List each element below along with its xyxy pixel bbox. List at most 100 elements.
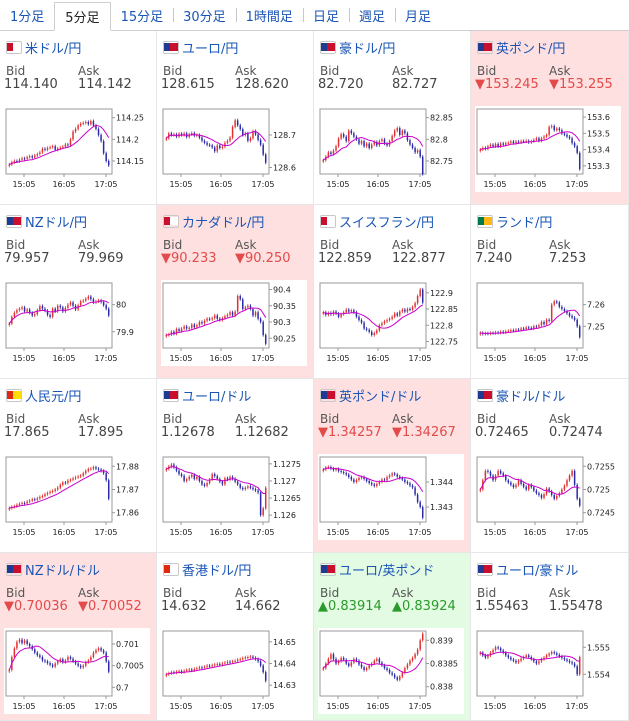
rate-panel[interactable]: 豪ドル/ドル Bid Ask 0.72465 0.72474 0.7255 0.725 0.7… xyxy=(471,379,629,553)
x-tick-label: 17:05 xyxy=(565,354,588,363)
tab-3[interactable]: 30分足 xyxy=(173,0,236,30)
y-tick-label: 0.701 xyxy=(116,640,139,649)
candle-body xyxy=(242,129,244,135)
candle-body xyxy=(535,490,538,494)
panel-title[interactable]: 豪ドル/ドル xyxy=(477,386,565,405)
rate-panel[interactable]: ユーロ/豪ドル Bid Ask 1.55463 1.55478 1.555 1.554 15:… xyxy=(471,553,629,721)
pair-name: ユーロ/英ポンド xyxy=(339,564,435,579)
rate-panel[interactable]: 香港ドル/円 Bid Ask 14.632 14.662 14.65 14.64 14.63 1… xyxy=(157,553,314,721)
candle-body xyxy=(515,141,517,144)
candle-body xyxy=(535,661,538,664)
rate-panel[interactable]: 英ポンド/円 Bid Ask ▼153.245 ▼153.255 153.6 153.5 15… xyxy=(471,31,629,205)
panel-title[interactable]: ユーロ/円 xyxy=(163,38,238,57)
ask-value: 82.727 xyxy=(392,77,438,92)
price-chart[interactable]: 1.555 1.554 15:05 16:05 17:05 xyxy=(475,628,621,714)
panel-title[interactable]: NZドル/円 xyxy=(6,212,87,231)
rate-panel[interactable]: スイスフラン/円 Bid Ask 122.859 122.877 122.9 122.85 1… xyxy=(314,205,471,379)
panel-title[interactable]: カナダドル/円 xyxy=(163,212,264,231)
panel-title[interactable]: ユーロ/英ポンド xyxy=(320,560,434,579)
rate-panel[interactable]: 米ドル/円 Bid Ask 114.140 114.142 114.25 114.2 114.… xyxy=(0,31,157,205)
candle-body xyxy=(414,487,416,495)
price-chart[interactable]: 17.88 17.87 17.86 15:05 16:05 17:05 xyxy=(4,454,150,540)
price-chart[interactable]: 153.6 153.5 153.4 153.3 15:05 16:05 17:05 xyxy=(475,106,621,192)
price-chart[interactable]: 90.4 90.35 90.3 90.25 15:05 16:05 17:05 xyxy=(161,280,307,366)
candle-body xyxy=(353,310,355,313)
candle-body xyxy=(67,657,69,661)
candle-body xyxy=(550,126,553,128)
rate-panel[interactable]: 豪ドル/円 Bid Ask 82.720 82.727 82.85 82.8 82.75 15:… xyxy=(314,31,471,205)
moving-average-line xyxy=(166,307,267,336)
price-chart[interactable]: 1.344 1.343 15:05 16:05 17:05 xyxy=(318,454,464,540)
rate-panel[interactable]: ユーロ/円 Bid Ask 128.615 128.620 128.7 128.6 15:05… xyxy=(157,31,314,205)
tab-4[interactable]: 1時間足 xyxy=(235,0,303,30)
moving-average-line xyxy=(323,304,423,329)
price-chart[interactable]: 1.1275 1.127 1.1265 1.126 15:05 16:05 17:05 xyxy=(161,454,307,540)
rate-panel[interactable]: 英ポンド/ドル Bid Ask ▼1.34257 ▼1.34267 1.344 1.343 1… xyxy=(314,379,471,553)
candle-body xyxy=(18,503,21,505)
y-tick-label: 114.2 xyxy=(116,135,139,144)
tab-0[interactable]: 1分足 xyxy=(10,9,45,25)
candle-body xyxy=(87,296,90,299)
candle-body xyxy=(337,138,340,147)
candle-body xyxy=(568,475,571,481)
x-tick-label: 15:05 xyxy=(326,528,349,537)
rate-panel[interactable]: カナダドル/円 Bid Ask ▼90.233 ▼90.250 90.4 90.35 90.3… xyxy=(157,205,314,379)
tab-5[interactable]: 日足 xyxy=(302,0,349,30)
tab-2[interactable]: 15分足 xyxy=(120,9,164,25)
price-chart[interactable]: 0.839 0.8385 0.838 15:05 16:05 17:05 xyxy=(318,628,464,714)
candle-body xyxy=(386,320,388,322)
candle-body xyxy=(242,658,244,660)
panel-title[interactable]: NZドル/ドル xyxy=(6,560,100,579)
candle-body xyxy=(87,660,90,663)
rate-panel[interactable]: ユーロ/英ポンド Bid Ask ▲0.83914 ▲0.83924 0.839 0.838… xyxy=(314,553,471,721)
price-chart[interactable]: 14.65 14.64 14.63 15:05 16:05 17:05 xyxy=(161,628,307,714)
candle-body xyxy=(234,311,236,316)
candle-body xyxy=(231,476,234,479)
candle-body xyxy=(411,307,414,310)
candle-body xyxy=(173,331,175,334)
rate-panel[interactable]: ユーロ/ドル Bid Ask 1.12678 1.12682 1.1275 1.127 1.1… xyxy=(157,379,314,553)
panel-title[interactable]: 英ポンド/円 xyxy=(477,38,565,57)
price-chart[interactable]: 7.26 7.25 15:05 16:05 17:05 xyxy=(475,280,621,366)
candle-body xyxy=(348,474,350,477)
candle-body xyxy=(18,159,21,162)
price-chart[interactable]: 114.25 114.2 114.15 15:05 16:05 17:05 xyxy=(4,106,150,192)
panel-title[interactable]: ランド/円 xyxy=(477,212,552,231)
candle-body xyxy=(102,650,105,653)
panel-title[interactable]: 人民元/円 xyxy=(6,386,81,405)
price-chart[interactable]: 128.7 128.6 15:05 16:05 17:05 xyxy=(161,106,307,192)
price-chart[interactable]: 122.9 122.85 122.8 122.75 15:05 16:05 17:05 xyxy=(318,280,464,366)
candle-body xyxy=(327,658,330,664)
price-chart[interactable]: 0.701 0.7005 0.7 15:05 16:05 17:05 xyxy=(4,628,150,714)
rate-panel[interactable]: ランド/円 Bid Ask 7.240 7.253 7.26 7.25 15:05 16:05 1… xyxy=(471,205,629,379)
candle-body xyxy=(350,477,353,480)
panel-title[interactable]: 香港ドル/円 xyxy=(163,560,251,579)
price-chart[interactable]: 82.85 82.8 82.75 15:05 16:05 17:05 xyxy=(318,106,464,192)
price-chart[interactable]: 80 79.9 15:05 16:05 17:05 xyxy=(4,280,150,366)
candle-body xyxy=(550,652,553,654)
rate-panel[interactable]: NZドル/円 Bid Ask 79.957 79.969 80 79.9 15:05 16:05… xyxy=(0,205,157,379)
candle-body xyxy=(56,487,59,490)
candle-body xyxy=(499,470,502,474)
x-tick-label: 15:05 xyxy=(12,702,35,711)
candle-body xyxy=(203,666,206,668)
tab-7[interactable]: 月足 xyxy=(394,0,441,30)
panel-title[interactable]: 米ドル/円 xyxy=(6,38,81,57)
panel-title[interactable]: 豪ドル/円 xyxy=(320,38,395,57)
candle-body xyxy=(556,301,558,303)
rate-panel[interactable]: NZドル/ドル Bid Ask ▼0.70036 ▼0.70052 0.701 0.7005… xyxy=(0,553,157,721)
candle-body xyxy=(191,669,193,671)
ask-label: Ask xyxy=(78,238,100,252)
price-chart[interactable]: 0.7255 0.725 0.7245 15:05 16:05 17:05 xyxy=(475,454,621,540)
panel-title[interactable]: ユーロ/ドル xyxy=(163,386,251,405)
panel-title[interactable]: 英ポンド/ドル xyxy=(320,386,421,405)
candle-body xyxy=(28,156,31,158)
tab-1[interactable]: 5分足 xyxy=(54,2,111,31)
rate-panel[interactable]: 人民元/円 Bid Ask 17.865 17.895 17.88 17.87 17.86 15… xyxy=(0,379,157,553)
tab-6[interactable]: 週足 xyxy=(348,0,395,30)
candle-body xyxy=(165,674,168,676)
x-tick-label: 17:05 xyxy=(565,528,588,537)
panel-title[interactable]: スイスフラン/円 xyxy=(320,212,434,231)
candle-body xyxy=(82,473,84,476)
panel-title[interactable]: ユーロ/豪ドル xyxy=(477,560,578,579)
